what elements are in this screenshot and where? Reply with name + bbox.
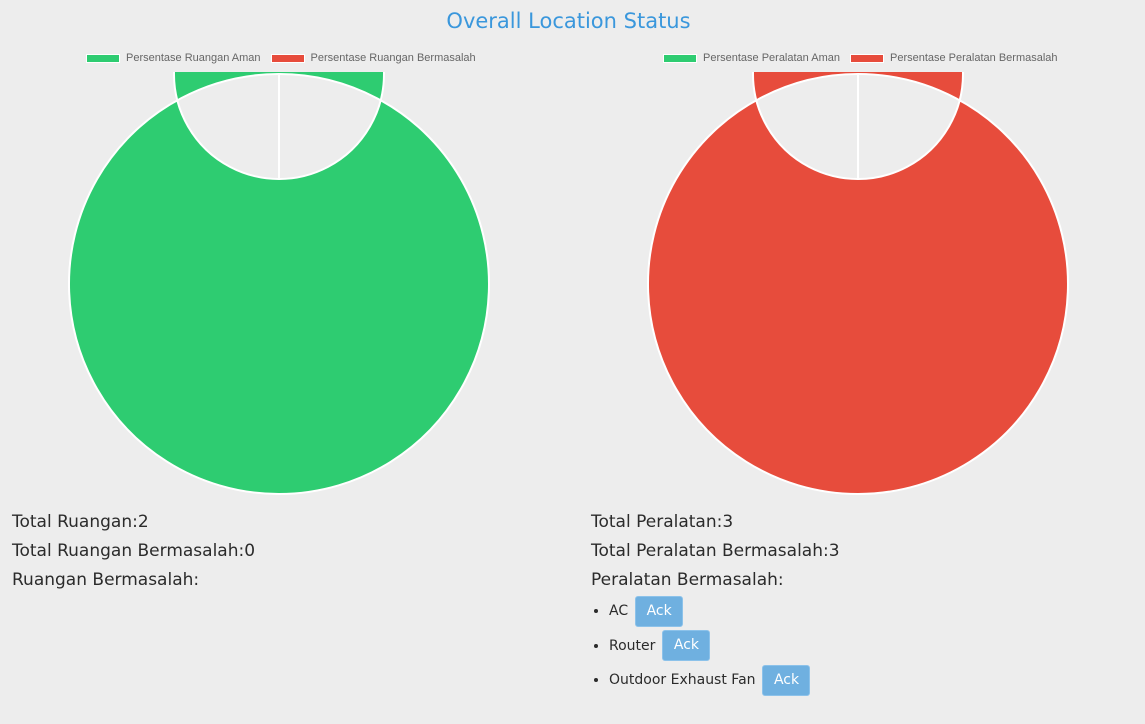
list-item: Router Ack: [609, 629, 810, 664]
legend-item-equipment-problem[interactable]: Persentase Peralatan Bermasalah: [849, 52, 1058, 64]
rooms-stats: Total Ruangan:2 Total Ruangan Bermasalah…: [12, 508, 255, 595]
total-rooms-stat: Total Ruangan:2: [12, 512, 149, 532]
equipment-stats: Total Peralatan:3 Total Peralatan Bermas…: [591, 508, 840, 595]
total-equipment-stat: Total Peralatan:3: [591, 512, 734, 532]
equipment-doughnut-chart: [647, 72, 1069, 495]
legend-label: Persentase Peralatan Aman: [703, 52, 840, 64]
rooms-doughnut-chart: [68, 72, 490, 495]
legend-label: Persentase Peralatan Bermasalah: [889, 52, 1058, 64]
equipment-chart-legend: Persentase Peralatan Aman Persentase Per…: [663, 51, 1068, 65]
legend-swatch-safe: [663, 53, 697, 63]
problem-rooms-heading: Ruangan Bermasalah:: [12, 570, 200, 590]
legend-item-rooms-problem[interactable]: Persentase Ruangan Bermasalah: [270, 52, 476, 64]
legend-swatch-safe: [86, 53, 120, 63]
ack-button[interactable]: Ack: [761, 664, 811, 696]
legend-item-rooms-safe[interactable]: Persentase Ruangan Aman: [86, 52, 261, 64]
legend-swatch-problem: [270, 53, 305, 63]
list-item: Outdoor Exhaust Fan Ack: [609, 663, 811, 698]
equipment-name: Router: [609, 637, 656, 654]
page-title: Overall Location Status: [446, 9, 691, 33]
problem-equipment-heading: Peralatan Bermasalah:: [591, 570, 784, 590]
list-item: AC Ack: [609, 594, 810, 629]
rooms-chart-legend: Persentase Ruangan Aman Persentase Ruang…: [86, 51, 486, 65]
equipment-name: AC: [609, 603, 629, 619]
equipment-name: Outdoor Exhaust Fan: [609, 672, 756, 688]
problem-equipment-list: AC Ack Router Ack Outdoor Exhaust Fan Ac…: [591, 594, 811, 698]
doughnut-slice-1[interactable]: [647, 72, 1069, 495]
total-problem-rooms-stat: Total Ruangan Bermasalah:0: [12, 541, 256, 561]
doughnut-slice-0[interactable]: [68, 72, 490, 495]
ack-button[interactable]: Ack: [634, 595, 683, 627]
ack-button[interactable]: Ack: [661, 630, 710, 661]
legend-label: Persentase Ruangan Bermasalah: [310, 52, 476, 64]
total-problem-equipment-stat: Total Peralatan Bermasalah:3: [591, 541, 840, 561]
legend-item-equipment-safe[interactable]: Persentase Peralatan Aman: [663, 52, 840, 64]
legend-label: Persentase Ruangan Aman: [126, 52, 261, 64]
legend-swatch-problem: [849, 53, 884, 63]
